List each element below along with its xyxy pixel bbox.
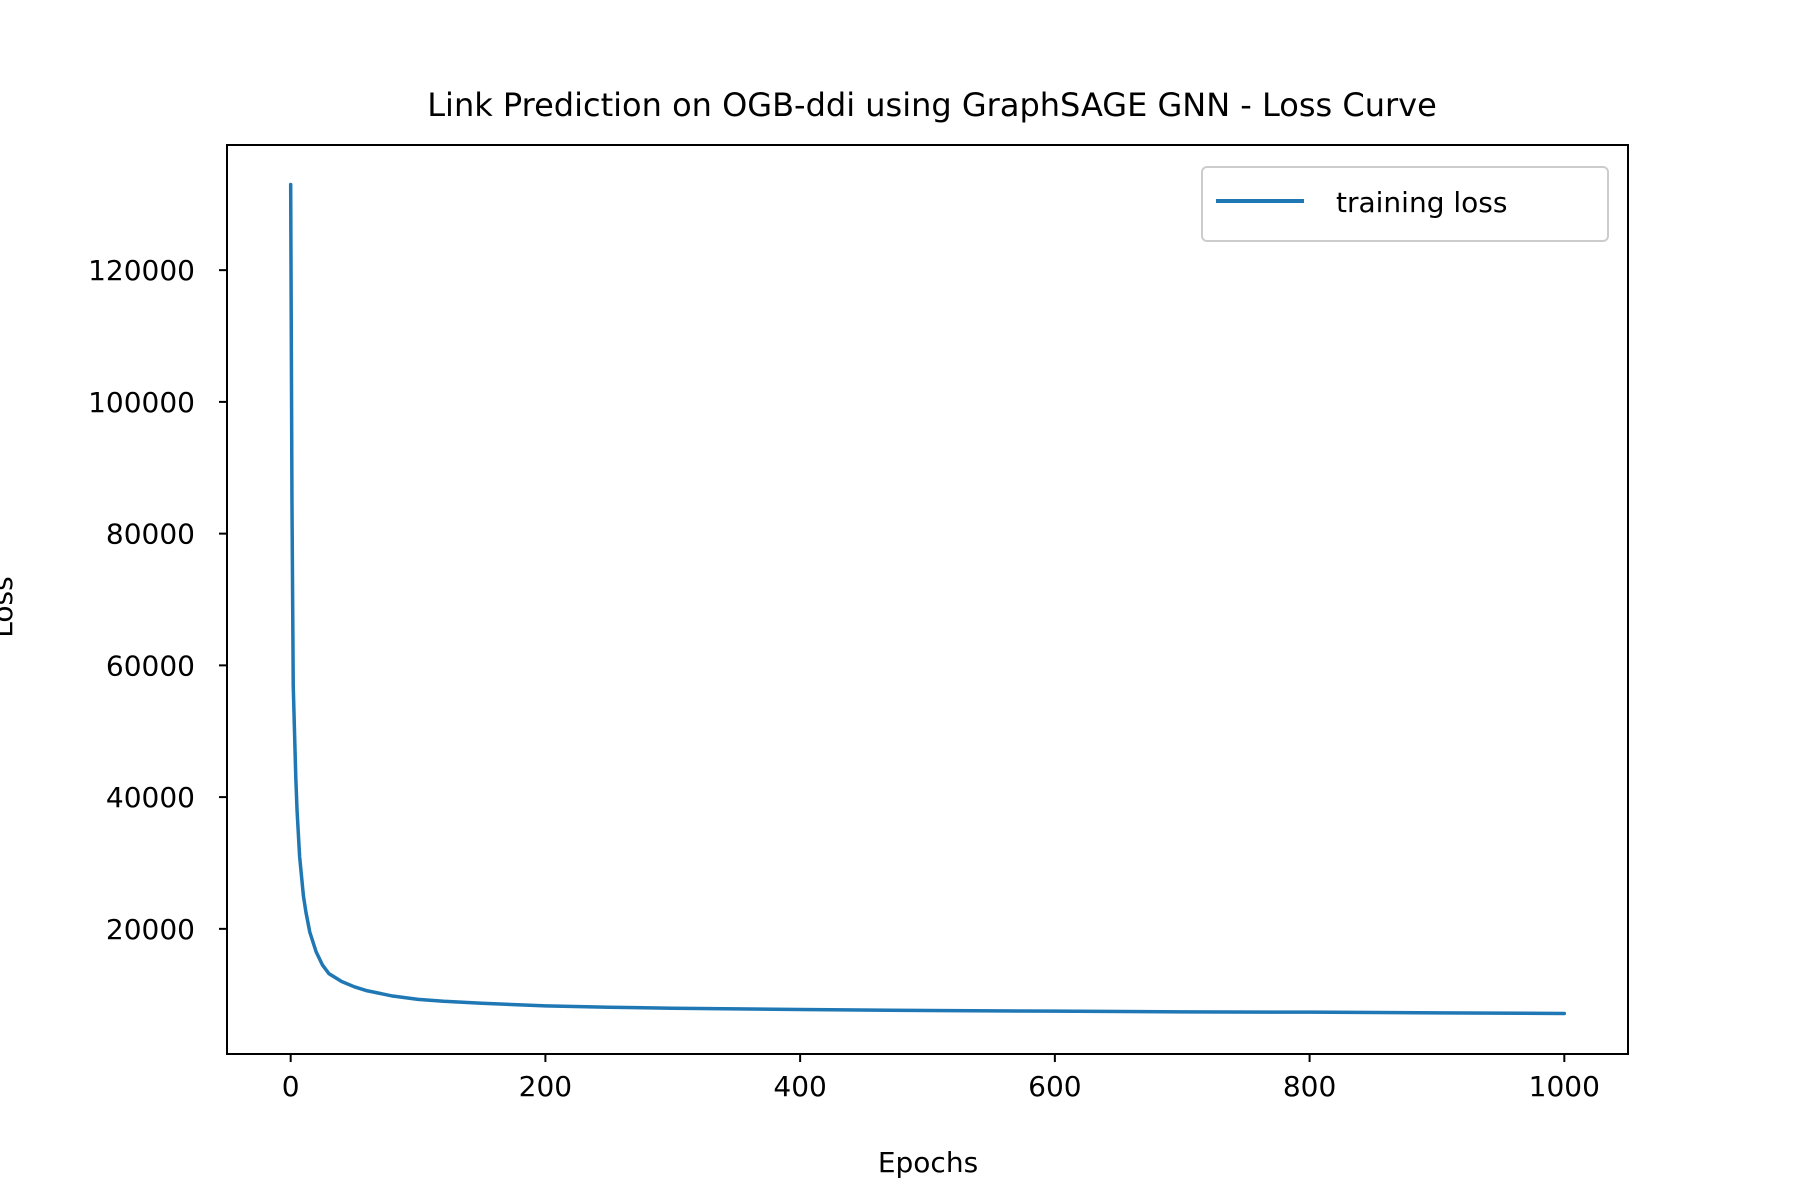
y-tick-label: 20000	[106, 913, 195, 946]
y-axis-label: Loss	[0, 576, 19, 637]
y-tick-label: 40000	[106, 781, 195, 814]
axes-frame	[226, 144, 1629, 1055]
series-line-training-loss	[288, 182, 1567, 1016]
y-tick-label: 100000	[88, 386, 195, 419]
legend-label-training-loss: training loss	[1336, 186, 1507, 219]
chart-title: Link Prediction on OGB-ddi using GraphSA…	[427, 86, 1437, 124]
y-tick-label: 60000	[106, 649, 195, 682]
legend: training loss	[1201, 166, 1609, 242]
x-axis-ticks: 0 200 400 600 800 1000	[282, 1054, 1600, 1103]
x-tick-label: 400	[773, 1070, 826, 1103]
x-tick-label: 200	[519, 1070, 572, 1103]
x-tick-label: 800	[1283, 1070, 1336, 1103]
plot-area	[226, 144, 1629, 1055]
y-tick-label: 80000	[106, 518, 195, 551]
x-tick-label: 0	[282, 1070, 300, 1103]
x-tick-label: 600	[1028, 1070, 1081, 1103]
legend-box	[1201, 166, 1609, 242]
y-axis-ticks: 20000 40000 60000 80000 100000 120000	[88, 254, 227, 946]
x-tick-label: 1000	[1529, 1070, 1600, 1103]
x-axis-label: Epochs	[878, 1146, 978, 1179]
y-tick-label: 120000	[88, 254, 195, 287]
